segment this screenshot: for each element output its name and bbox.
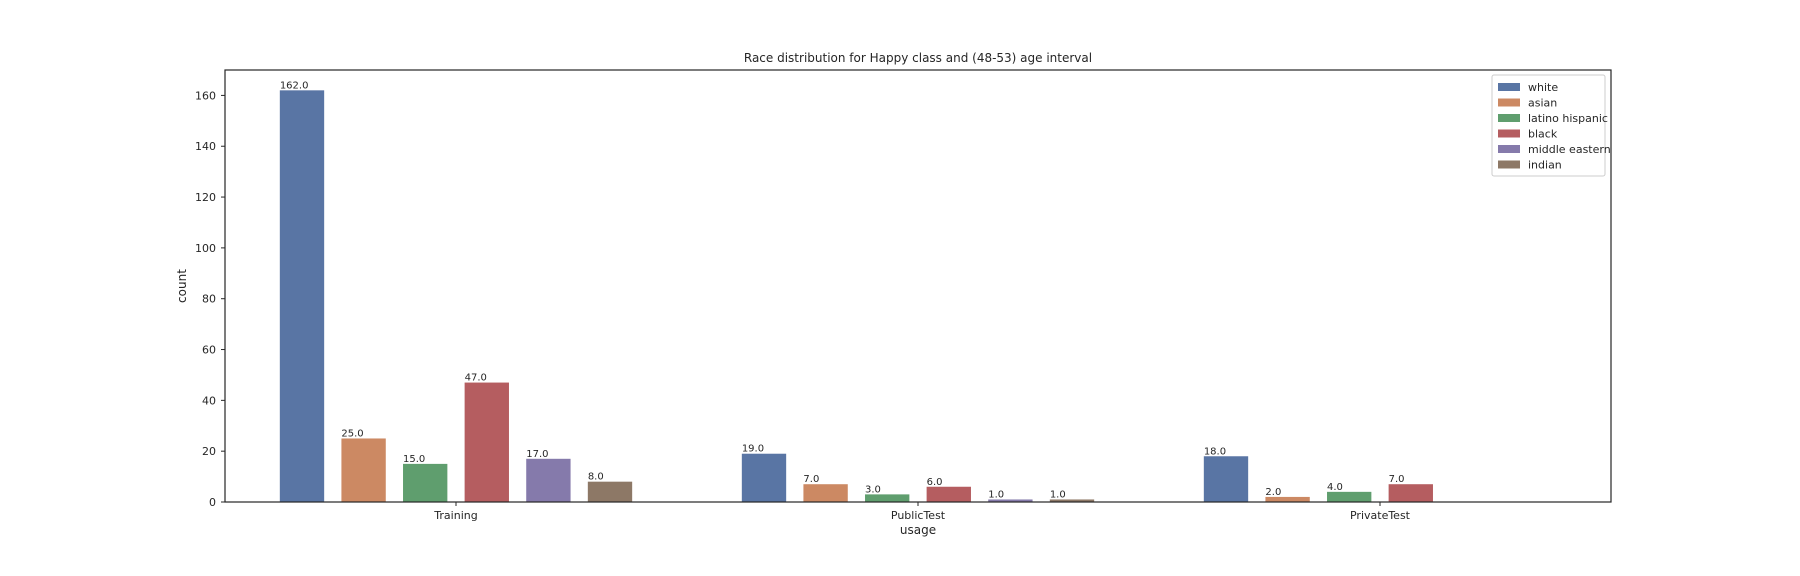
bar-value-label: 4.0 <box>1327 482 1343 493</box>
bar-black-privatetest <box>1388 484 1433 502</box>
bar-value-label: 19.0 <box>742 444 764 455</box>
bar-value-label: 6.0 <box>927 477 943 488</box>
legend-label: middle eastern <box>1528 143 1611 156</box>
legend-swatch <box>1498 145 1520 153</box>
legend: white asian latino hispanic black middle eas… <box>1491 74 1611 177</box>
legend-label: asian <box>1528 97 1557 110</box>
bar-value-label: 3.0 <box>865 484 881 495</box>
y-axis: 0 20 40 60 80 100 120 140 160 <box>195 89 225 509</box>
legend-label: indian <box>1528 159 1562 172</box>
legend-swatch <box>1498 114 1520 122</box>
y-tick-label: 100 <box>195 242 216 255</box>
bar-value-label: 25.0 <box>341 428 363 439</box>
bar-black-training <box>464 382 509 502</box>
bar-latino-hispanic-publictest <box>865 494 910 502</box>
legend-swatch <box>1498 83 1520 91</box>
y-tick-label: 20 <box>202 445 216 458</box>
bar-value-label: 2.0 <box>1265 487 1281 498</box>
bar-latino-hispanic-privatetest <box>1327 491 1372 502</box>
y-axis-label: count <box>175 269 189 303</box>
x-axis: Training PublicTest PrivateTest <box>433 502 1411 522</box>
bar-value-label: 7.0 <box>1389 474 1405 485</box>
legend-label: white <box>1528 81 1558 94</box>
bar-value-label: 18.0 <box>1204 446 1226 457</box>
x-tick-label: PublicTest <box>891 509 946 522</box>
bar-white-training <box>279 90 325 502</box>
bar-value-label: 47.0 <box>465 373 487 384</box>
legend-swatch <box>1498 129 1520 138</box>
bar-value-label: 1.0 <box>1050 489 1066 500</box>
plot-frame <box>224 69 1612 503</box>
bars-layer <box>279 90 1433 502</box>
chart-title: Race distribution for Happy class and (4… <box>744 51 1092 65</box>
bar-indian-publictest <box>1049 499 1095 502</box>
bar-latino-hispanic-training <box>403 463 448 502</box>
y-tick-label: 140 <box>195 140 216 153</box>
bar-value-label: 8.0 <box>588 472 604 483</box>
bar-value-label: 1.0 <box>988 489 1004 500</box>
x-tick-label: Training <box>433 509 477 522</box>
y-tick-label: 120 <box>195 191 216 204</box>
bar-value-label: 15.0 <box>403 454 425 465</box>
bar-asian-training <box>341 438 386 502</box>
legend-frame <box>1491 74 1606 177</box>
bar-white-publictest <box>741 453 787 502</box>
y-tick-label: 40 <box>202 394 216 407</box>
y-tick-label: 60 <box>202 344 216 357</box>
y-tick-label: 0 <box>209 496 216 509</box>
y-tick-label: 160 <box>195 89 216 102</box>
x-tick-label: PrivateTest <box>1350 509 1411 522</box>
y-tick-label: 80 <box>202 293 216 306</box>
bar-black-publictest <box>926 486 971 502</box>
bar-asian-publictest <box>803 484 848 502</box>
bar-middle-eastern-publictest <box>988 499 1033 502</box>
legend-label: latino hispanic <box>1528 112 1608 125</box>
bar-indian-training <box>587 481 633 502</box>
x-axis-label: usage <box>900 523 936 537</box>
bar-value-label: 17.0 <box>526 449 548 460</box>
bar-labels-layer: 162.0 19.0 18.0 25.0 7.0 2.0 15.0 3.0 4.0 47.0 6.0… <box>280 80 1405 500</box>
bar-white-privatetest <box>1203 456 1249 502</box>
legend-label: black <box>1528 128 1558 141</box>
bar-value-label: 7.0 <box>803 474 819 485</box>
bar-value-label: 162.0 <box>280 80 309 91</box>
legend-swatch <box>1498 98 1520 107</box>
legend-swatch <box>1498 160 1520 169</box>
bar-middle-eastern-training <box>526 458 571 502</box>
bar-asian-privatetest <box>1265 496 1310 502</box>
